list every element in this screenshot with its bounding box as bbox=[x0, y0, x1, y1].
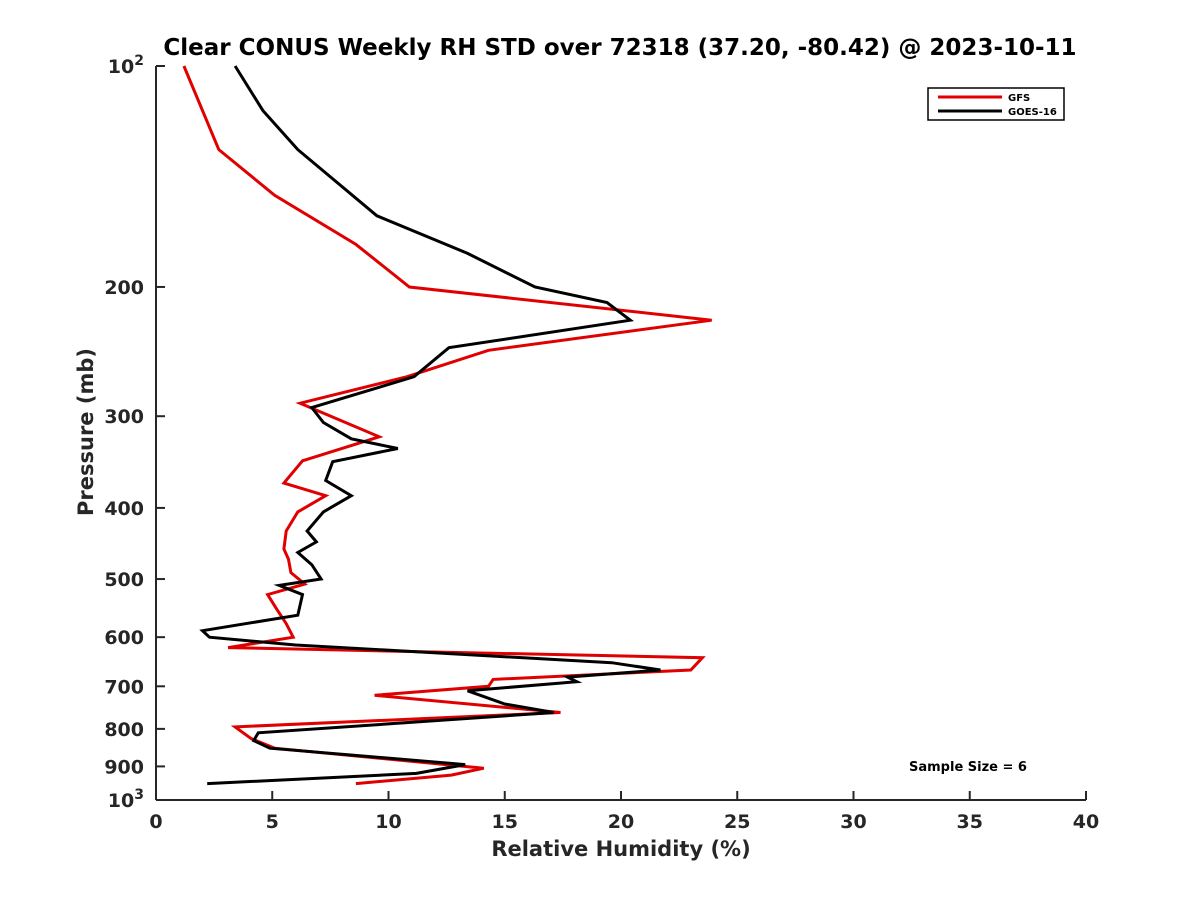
y-tick-label: 300 bbox=[104, 406, 144, 428]
y-tick-label: 200 bbox=[104, 277, 144, 299]
legend-label: GOES-16 bbox=[1008, 107, 1057, 118]
y-tick-label: 700 bbox=[104, 676, 144, 698]
y-tick-label: 600 bbox=[104, 627, 144, 649]
x-tick-label: 30 bbox=[840, 811, 866, 833]
legend-box bbox=[927, 87, 1065, 121]
x-tick-label: 25 bbox=[724, 811, 750, 833]
x-axis-label: Relative Humidity (%) bbox=[491, 837, 750, 861]
plot-lines bbox=[182, 65, 712, 786]
x-tick-label: 40 bbox=[1073, 811, 1099, 833]
y-tick-label: 500 bbox=[104, 569, 144, 591]
legend-label: GFS bbox=[1008, 93, 1030, 104]
y-tick-label: 102 bbox=[108, 53, 144, 78]
series-line-goes-16 bbox=[199, 65, 661, 786]
chart-title: Clear CONUS Weekly RH STD over 72318 (37… bbox=[163, 35, 1076, 61]
y-tick-label: 400 bbox=[104, 498, 144, 520]
y-axis-label: Pressure (mb) bbox=[74, 348, 98, 516]
y-tick-label: 103 bbox=[108, 787, 144, 812]
x-tick-label: 35 bbox=[957, 811, 983, 833]
x-tick-label: 10 bbox=[375, 811, 401, 833]
sample-size-annotation: Sample Size = 6 bbox=[909, 760, 1027, 775]
x-tick-label: 0 bbox=[149, 811, 162, 833]
legend: GFS GOES-16 bbox=[927, 87, 1065, 121]
x-tick-label: 20 bbox=[608, 811, 634, 833]
axes: 0 5 10 15 20 25 30 35 40 102 200 300 400 500 600 700 800… bbox=[104, 53, 1099, 833]
y-tick-label: 900 bbox=[104, 756, 144, 778]
x-tick-label: 5 bbox=[266, 811, 279, 833]
y-tick-label: 800 bbox=[104, 719, 144, 741]
x-tick-label: 15 bbox=[492, 811, 518, 833]
